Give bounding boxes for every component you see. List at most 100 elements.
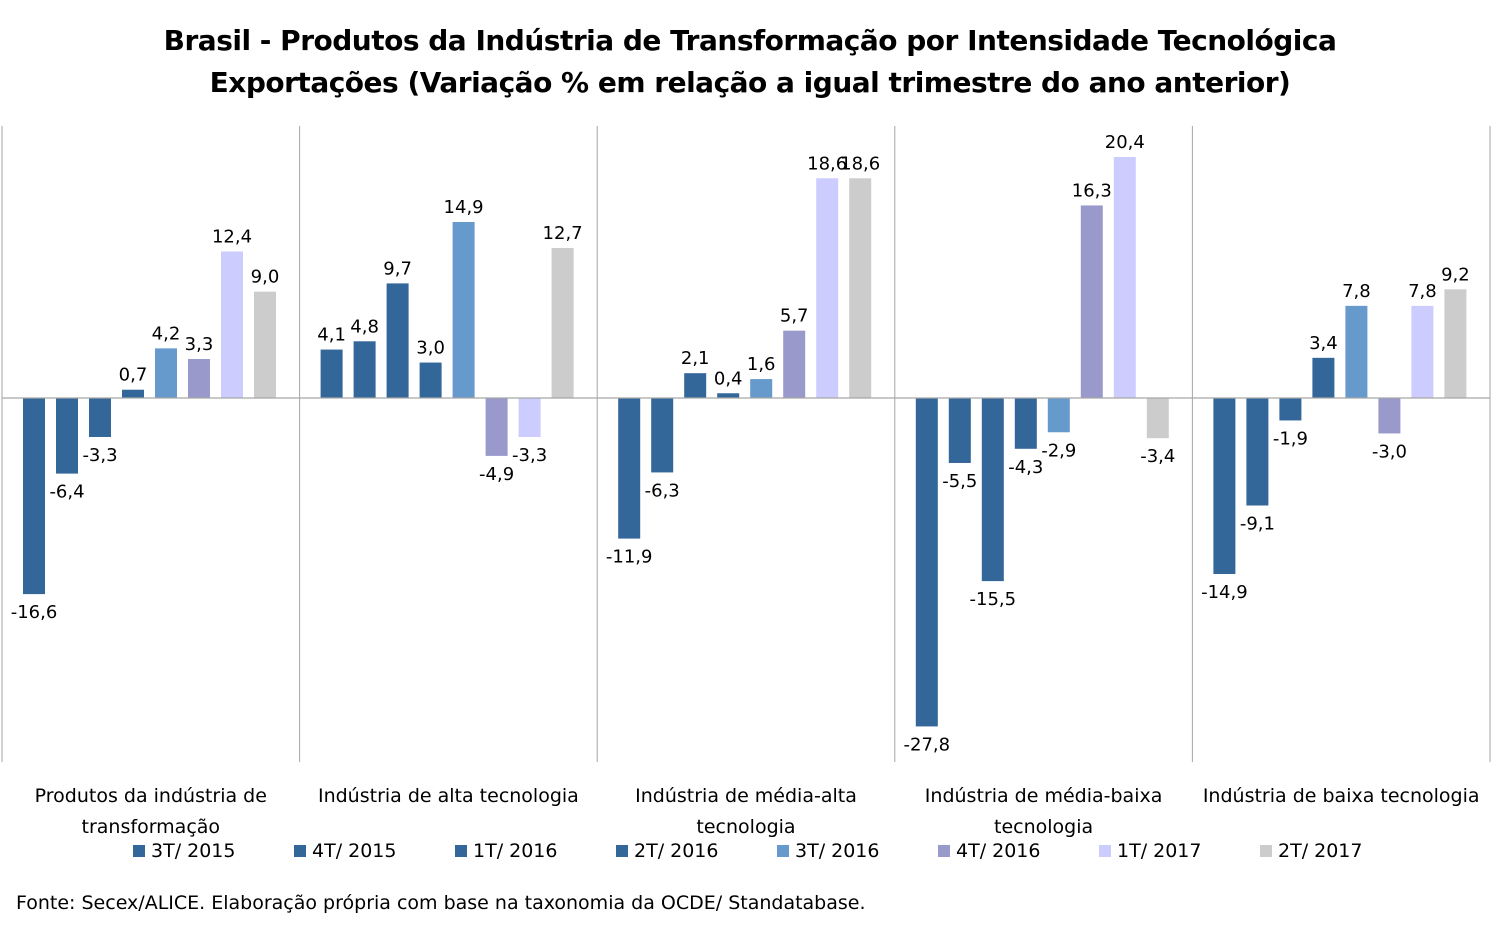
data-label: 9,7 xyxy=(383,258,412,279)
legend-label: 2T/ 2017 xyxy=(1278,840,1363,862)
data-label: -11,9 xyxy=(606,547,653,568)
bar xyxy=(717,393,740,398)
bar xyxy=(1080,205,1103,398)
data-label: -3,4 xyxy=(1140,446,1175,467)
data-label: 9,0 xyxy=(251,267,280,288)
bar xyxy=(783,330,806,398)
bar xyxy=(981,398,1004,582)
category-label: tecnologia xyxy=(696,816,795,838)
data-label: 0,4 xyxy=(714,368,743,389)
bar xyxy=(221,251,243,398)
data-label: 12,4 xyxy=(212,227,252,248)
source-note: Fonte: Secex/ALICE. Elaboração própria c… xyxy=(16,892,866,914)
data-label: -2,9 xyxy=(1041,440,1076,461)
data-label: -14,9 xyxy=(1201,582,1248,603)
bar xyxy=(1279,398,1302,421)
bar xyxy=(320,349,343,398)
legend-swatch xyxy=(133,845,145,857)
bar xyxy=(1146,398,1169,439)
legend-swatch xyxy=(1260,845,1272,857)
category-label: Indústria de média-baixa xyxy=(925,785,1163,807)
bar xyxy=(353,341,376,398)
legend-label: 1T/ 2017 xyxy=(1117,840,1202,862)
bar xyxy=(122,389,144,398)
legend-swatch xyxy=(455,845,467,857)
data-label: 2,1 xyxy=(681,348,710,369)
bar xyxy=(1113,157,1136,398)
data-label: 18,6 xyxy=(840,153,880,174)
data-label: -3,3 xyxy=(82,445,117,466)
bar xyxy=(518,398,541,437)
legend-label: 3T/ 2016 xyxy=(795,840,880,862)
bar xyxy=(1345,305,1368,398)
bar xyxy=(1444,289,1467,398)
data-label: 3,3 xyxy=(185,334,214,355)
bar xyxy=(386,283,409,398)
data-label: 16,3 xyxy=(1072,180,1112,201)
bar xyxy=(618,398,641,539)
data-label: 0,7 xyxy=(119,365,148,386)
bar xyxy=(1014,398,1037,449)
legend-swatch xyxy=(777,845,789,857)
bar xyxy=(551,247,574,398)
legend-swatch xyxy=(294,845,306,857)
data-label: -27,8 xyxy=(904,734,951,755)
bar xyxy=(23,398,45,595)
bar xyxy=(948,398,971,463)
data-label: -6,4 xyxy=(49,482,84,503)
bar xyxy=(1213,398,1236,575)
data-label: 12,7 xyxy=(543,223,583,244)
bar xyxy=(188,359,210,398)
bar xyxy=(155,348,177,398)
data-label: 7,8 xyxy=(1408,281,1437,302)
chart-title: Brasil - Produtos da Indústria de Transf… xyxy=(163,24,1337,57)
data-label: 4,8 xyxy=(350,316,379,337)
category-label: Indústria de baixa tecnologia xyxy=(1203,785,1480,807)
bar xyxy=(1411,305,1434,398)
data-label: -3,3 xyxy=(512,445,547,466)
data-label: -5,5 xyxy=(942,471,977,492)
legend-swatch xyxy=(1099,845,1111,857)
bar xyxy=(1378,398,1401,434)
category-label: Indústria de alta tecnologia xyxy=(318,785,579,807)
bar xyxy=(1312,357,1335,398)
bar xyxy=(684,373,707,398)
data-label: 4,2 xyxy=(152,323,181,344)
bar xyxy=(419,362,442,398)
bar xyxy=(1246,398,1269,506)
category-label: tecnologia xyxy=(994,816,1093,838)
data-label: -4,3 xyxy=(1008,457,1043,478)
data-label: -15,5 xyxy=(970,589,1017,610)
bar xyxy=(1047,398,1070,433)
legend-swatch xyxy=(938,845,950,857)
bar xyxy=(849,178,872,398)
data-label: 9,2 xyxy=(1441,264,1470,285)
data-label: 4,1 xyxy=(317,325,346,346)
bar xyxy=(56,398,78,474)
chart-subtitle: Exportações (Variação % em relação a igu… xyxy=(209,66,1291,99)
data-label: -3,0 xyxy=(1372,441,1407,462)
bar xyxy=(254,291,276,398)
bar xyxy=(89,398,111,437)
data-label: 18,6 xyxy=(807,153,847,174)
data-label: -1,9 xyxy=(1273,428,1308,449)
data-label: 14,9 xyxy=(444,197,484,218)
category-label: Produtos da indústria de xyxy=(35,785,267,807)
bar xyxy=(452,221,475,398)
data-label: 3,4 xyxy=(1309,333,1338,354)
bar xyxy=(750,379,773,398)
legend-label: 1T/ 2016 xyxy=(473,840,558,862)
data-label: -9,1 xyxy=(1240,514,1275,535)
bar xyxy=(816,178,839,398)
data-label: 1,6 xyxy=(747,354,776,375)
legend-label: 4T/ 2015 xyxy=(312,840,397,862)
category-label: transformação xyxy=(82,816,221,838)
legend-label: 4T/ 2016 xyxy=(956,840,1041,862)
category-label: Indústria de média-alta xyxy=(635,785,857,807)
data-label: -16,6 xyxy=(11,602,58,623)
legend-swatch xyxy=(616,845,628,857)
legend-label: 3T/ 2015 xyxy=(151,840,236,862)
data-label: -6,3 xyxy=(645,480,680,501)
data-label: 20,4 xyxy=(1105,132,1145,153)
